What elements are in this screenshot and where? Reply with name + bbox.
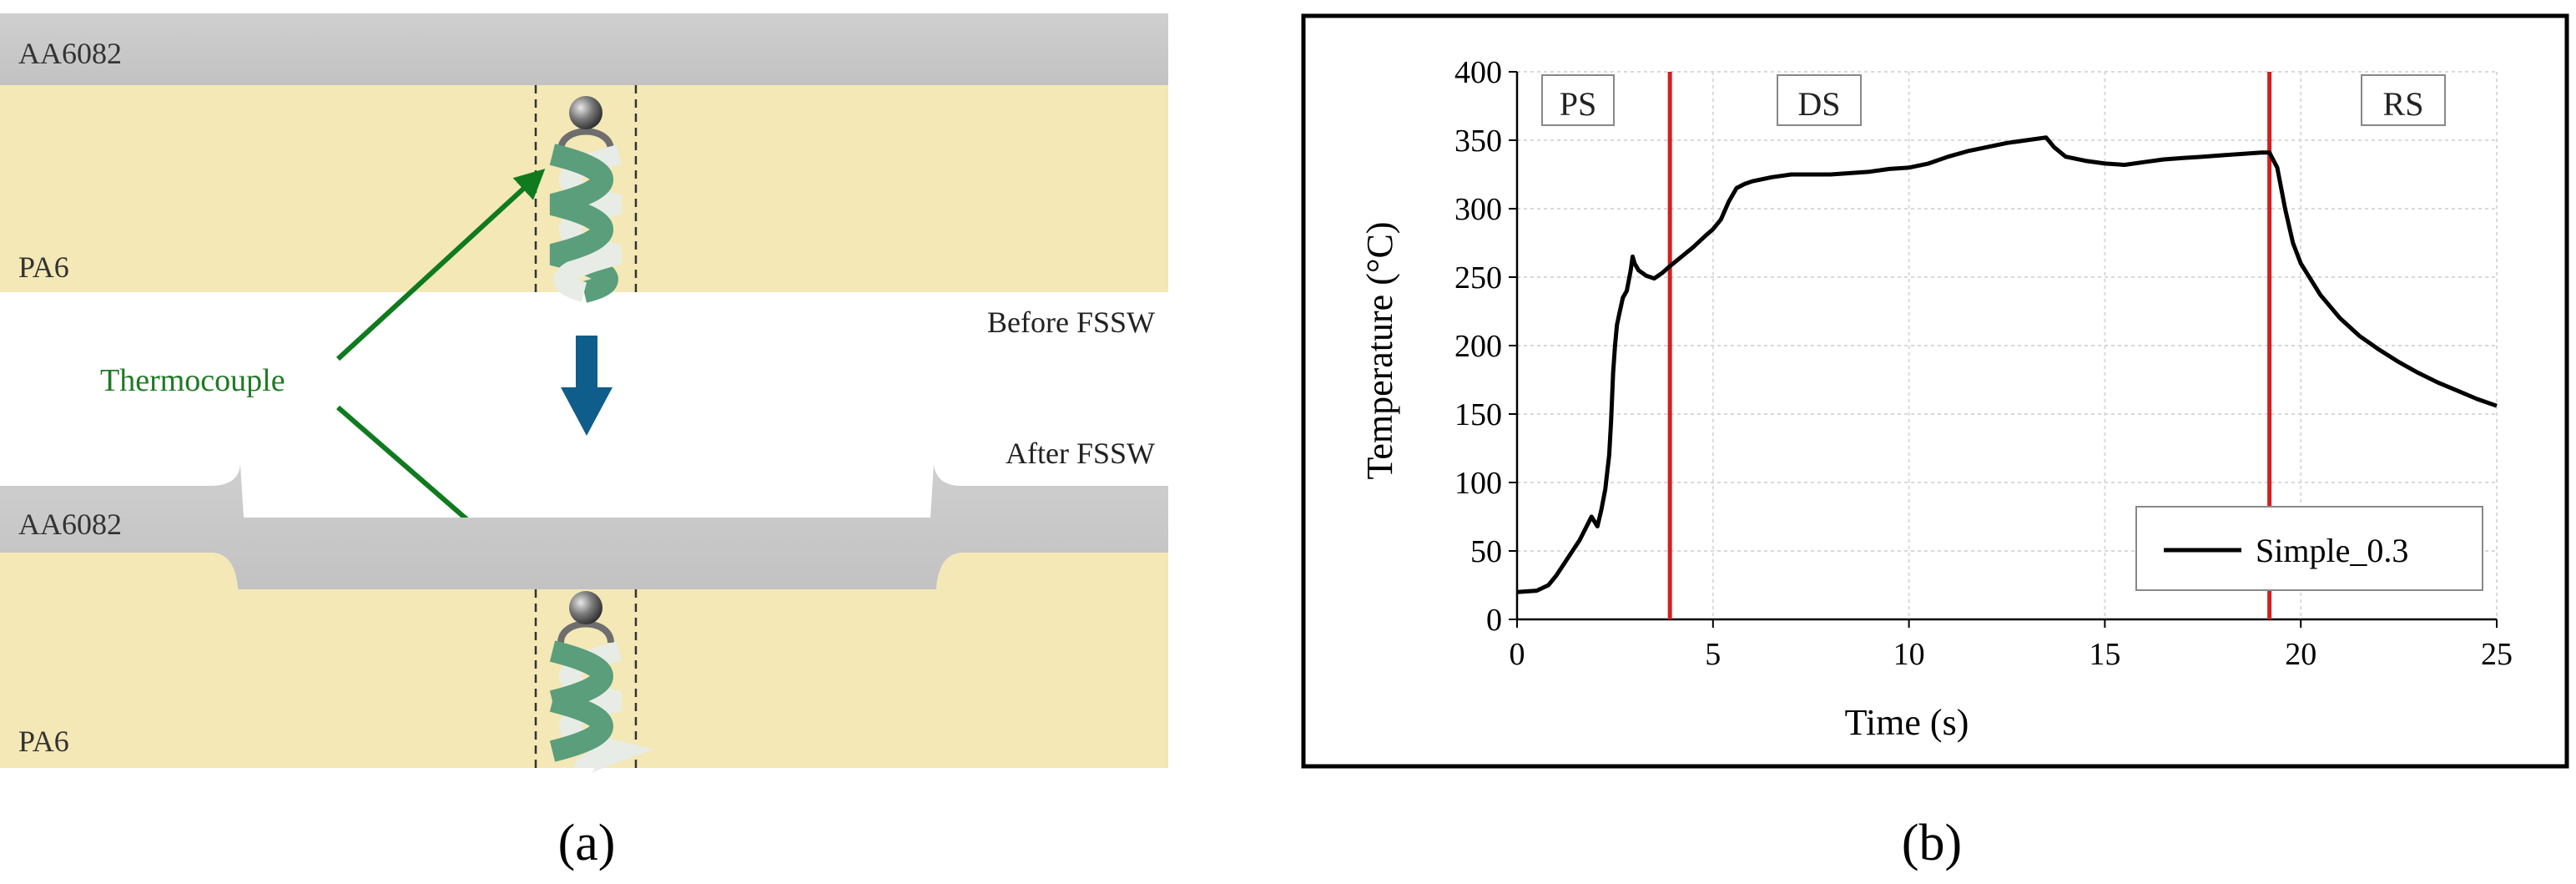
x-tick-label: 25 bbox=[2481, 637, 2513, 672]
before-fssw-label: Before FSSW bbox=[987, 306, 1155, 339]
panel-b-chart: 0 50 100 150 200 250 300 350 400 0 5 10 15 20 25 PS DS… bbox=[1301, 13, 2569, 871]
y-tick-label: 100 bbox=[1454, 466, 1502, 501]
series-line-simple-0-3 bbox=[1516, 135, 2498, 594]
y-tick-label: 0 bbox=[1486, 603, 1502, 638]
down-arrow-icon bbox=[561, 336, 612, 436]
top-polymer-label: PA6 bbox=[18, 250, 69, 284]
chart-series-layer bbox=[1516, 135, 2498, 594]
y-tick-label: 50 bbox=[1470, 534, 1502, 569]
phase-label-ds: DS bbox=[1777, 74, 1862, 126]
chart-tick-labels: 0 50 100 150 200 250 300 350 400 0 5 10 15 20 25 bbox=[1454, 55, 2513, 672]
top-metal-layer bbox=[0, 13, 1168, 85]
x-tick-label: 10 bbox=[1893, 637, 1925, 672]
y-tick-label: 250 bbox=[1454, 260, 1502, 296]
legend-label: Simple_0.3 bbox=[2256, 532, 2408, 569]
caption-a: (a) bbox=[558, 815, 616, 871]
y-tick-label: 200 bbox=[1454, 329, 1502, 364]
phase-label-rs: RS bbox=[2361, 74, 2446, 126]
top-metal-label: AA6082 bbox=[18, 37, 122, 70]
y-tick-label: 300 bbox=[1454, 192, 1502, 227]
chart-axes bbox=[1509, 71, 2498, 628]
bottom-polymer-label: PA6 bbox=[18, 725, 69, 758]
x-axis-label: Time (s) bbox=[1845, 702, 1969, 743]
x-tick-label: 5 bbox=[1705, 637, 1721, 672]
svg-text:DS: DS bbox=[1797, 85, 1840, 123]
bottom-thermocouple-icon bbox=[549, 591, 654, 775]
phase-label-ps: PS bbox=[1541, 74, 1615, 126]
chart-legend: Simple_0.3 bbox=[2135, 506, 2483, 591]
thermocouple-label: Thermocouple bbox=[100, 363, 285, 398]
after-fssw-label: After FSSW bbox=[1006, 437, 1155, 470]
caption-b: (b) bbox=[1902, 815, 1962, 871]
svg-text:PS: PS bbox=[1560, 85, 1597, 123]
x-tick-label: 15 bbox=[2089, 637, 2120, 672]
y-tick-label: 350 bbox=[1454, 124, 1502, 159]
bottom-metal-label: AA6082 bbox=[18, 508, 122, 541]
thermocouple-arrow-top bbox=[335, 169, 546, 361]
svg-text:RS: RS bbox=[2383, 85, 2424, 123]
panel-a-schematic: AA6082 PA6 Before FSSW After FSSW Thermo… bbox=[0, 13, 1168, 871]
y-tick-label: 150 bbox=[1454, 397, 1502, 432]
y-axis-label: Temperature (°C) bbox=[1359, 222, 1400, 480]
y-tick-label: 400 bbox=[1454, 55, 1502, 90]
top-thermocouple-icon bbox=[549, 96, 622, 303]
x-tick-label: 20 bbox=[2285, 637, 2316, 672]
bottom-metal-layer bbox=[0, 464, 1168, 589]
x-tick-label: 0 bbox=[1510, 637, 1525, 672]
